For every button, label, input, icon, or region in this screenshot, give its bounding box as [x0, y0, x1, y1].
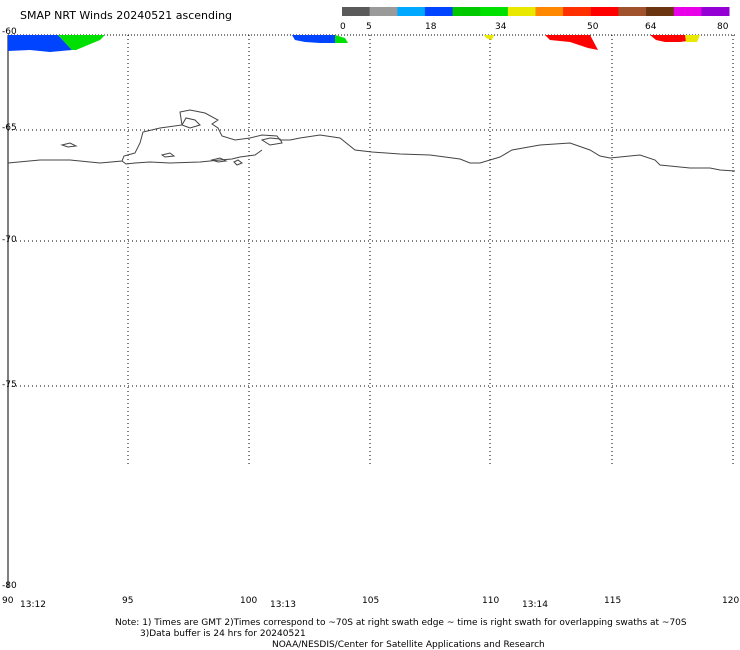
note-line-3: NOAA/NESDIS/Center for Satellite Applica…	[272, 640, 545, 650]
colorbar-swatch	[563, 7, 592, 16]
latitude-gridlines	[8, 129, 735, 387]
colorbar-swatch	[618, 7, 647, 16]
colorbar-label-34: 34	[495, 22, 507, 32]
colorbar-swatch	[590, 7, 619, 16]
swath-1-green	[58, 35, 105, 50]
lon-label-115: 115	[604, 596, 622, 606]
map-title: SMAP NRT Winds 20240521 ascending	[20, 9, 233, 22]
lat-label-75: -75	[2, 380, 17, 390]
island-1	[181, 117, 201, 129]
lat-label-65: -65	[2, 123, 17, 133]
colorbar-swatch	[701, 7, 730, 16]
colorbar-label-5: 5	[366, 22, 372, 32]
colorbar-swatch	[507, 7, 536, 16]
longitude-gridlines	[127, 35, 734, 465]
colorbar-swatch	[369, 7, 398, 16]
colorbar-swatch	[397, 7, 426, 16]
swath-2-green	[335, 35, 348, 43]
coastline-inner	[121, 149, 263, 165]
note-line-1: Note: 1) Times are GMT 2)Times correspon…	[115, 618, 687, 628]
island-6	[233, 159, 244, 166]
island-4	[210, 157, 228, 163]
colorbar-label-0: 0	[340, 22, 346, 32]
colorbar-swatch	[535, 7, 564, 16]
lat-label-60: -60	[2, 27, 17, 37]
colorbar-swatches	[342, 7, 730, 16]
colorbar-label-50: 50	[587, 22, 599, 32]
swath-4-red	[545, 35, 598, 50]
lat-label-70: -70	[2, 235, 17, 245]
lon-label-110: 110	[482, 596, 500, 606]
lon-label-95: 95	[122, 596, 134, 606]
swath-1-blue	[8, 35, 72, 52]
lon-label-105: 105	[362, 596, 380, 606]
colorbar-swatch	[342, 7, 371, 16]
lon-label-100: 100	[240, 596, 258, 606]
swath-5-yellow	[685, 35, 700, 42]
time-label-1312: 13:12	[20, 600, 46, 610]
colorbar-swatch	[480, 7, 509, 16]
lon-label-120: 120	[722, 596, 740, 606]
colorbar-label-80: 80	[717, 22, 729, 32]
colorbar-label-18: 18	[425, 22, 437, 32]
swath-2-blue	[292, 35, 335, 43]
colorbar-swatch	[673, 7, 702, 16]
lon-label-90: 90	[2, 596, 14, 606]
note-line-2: 3)Data buffer is 24 hrs for 20240521	[140, 629, 306, 639]
island-5	[260, 137, 283, 146]
time-label-1314: 13:14	[522, 600, 548, 610]
colorbar-swatch	[646, 7, 675, 16]
colorbar-swatch	[424, 7, 453, 16]
island-3	[160, 152, 176, 158]
swath-3-yellow	[484, 35, 494, 40]
island-2	[60, 142, 78, 148]
swath-5-red	[650, 35, 695, 42]
coastline-main	[7, 109, 736, 172]
wind-swaths	[8, 35, 700, 52]
coastline	[7, 109, 736, 172]
time-label-1313: 13:13	[270, 600, 296, 610]
colorbar-label-64: 64	[645, 22, 657, 32]
colorbar-swatch	[452, 7, 481, 16]
lat-label-80: -80	[2, 581, 17, 591]
